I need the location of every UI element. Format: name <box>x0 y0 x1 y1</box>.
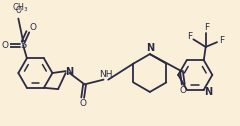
Text: O: O <box>180 86 187 94</box>
Text: F: F <box>187 32 192 41</box>
Text: O: O <box>15 6 21 15</box>
Text: S: S <box>20 40 26 50</box>
Text: N: N <box>65 67 73 77</box>
Text: O: O <box>79 99 86 108</box>
Text: N: N <box>204 87 213 97</box>
Text: F: F <box>219 36 224 45</box>
Text: F: F <box>204 23 209 33</box>
Text: NH: NH <box>100 70 113 79</box>
Text: CH$_3$: CH$_3$ <box>12 1 29 14</box>
Text: O: O <box>29 23 36 32</box>
Text: O: O <box>2 41 9 50</box>
Text: N: N <box>146 43 154 53</box>
